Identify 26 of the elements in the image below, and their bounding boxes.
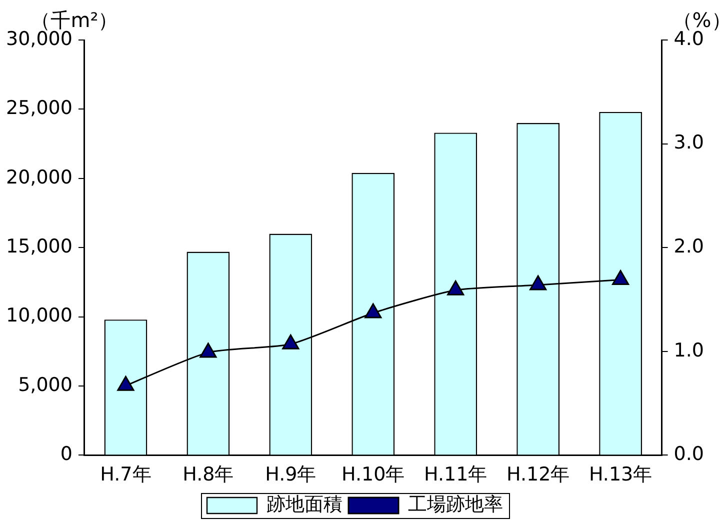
point xyxy=(612,270,630,286)
y-tick-label: 5,000 xyxy=(18,374,72,396)
y-tick-label: 10,000 xyxy=(6,304,72,327)
point xyxy=(364,303,382,318)
point xyxy=(282,334,300,350)
x-tick-label: H.7年 xyxy=(100,464,152,486)
point xyxy=(200,342,217,358)
y-tick-label: 15,000 xyxy=(6,236,72,258)
y-tick-label: 20,000 xyxy=(6,166,72,188)
y2-tick-label: 0.0 xyxy=(674,443,704,466)
x-tick-label: H.13年 xyxy=(588,464,652,486)
y-tick-label: 0 xyxy=(60,443,72,466)
x-tick-label: H.8年 xyxy=(182,464,234,486)
x-tick-label: H.10年 xyxy=(342,464,405,486)
legend-label: 工場跡地率 xyxy=(408,493,503,516)
x-tick-label: H.12年 xyxy=(506,464,570,486)
y2-tick-label: 2.0 xyxy=(674,236,704,258)
legend-label: 跡地面積 xyxy=(266,493,342,516)
point xyxy=(530,275,547,290)
x-tick-label: H.9年 xyxy=(265,464,316,486)
y-tick-label: 25,000 xyxy=(6,97,72,120)
point xyxy=(447,280,464,296)
y2-tick-label: 3.0 xyxy=(674,132,704,154)
point xyxy=(117,376,134,391)
y2-tick-label: 1.0 xyxy=(674,339,704,362)
x-tick-label: H.11年 xyxy=(424,464,488,486)
